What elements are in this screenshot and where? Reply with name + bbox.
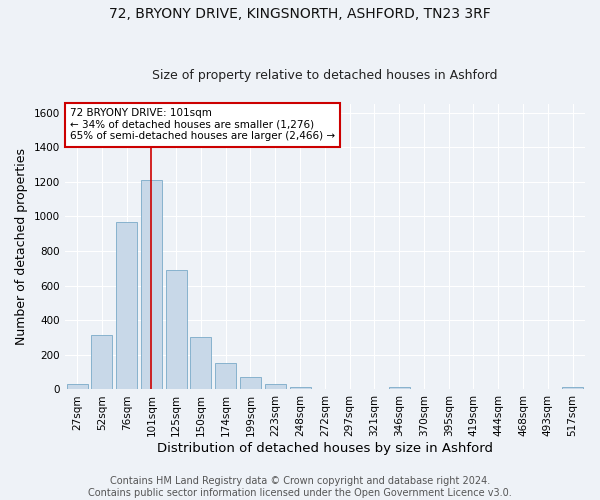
Bar <box>314 388 335 390</box>
Bar <box>389 388 410 390</box>
Bar <box>91 335 112 390</box>
Bar <box>562 388 583 390</box>
X-axis label: Distribution of detached houses by size in Ashford: Distribution of detached houses by size … <box>157 442 493 455</box>
Bar <box>190 336 211 390</box>
Bar <box>215 362 236 390</box>
Bar <box>290 387 311 390</box>
Text: 72 BRYONY DRIVE: 101sqm
← 34% of detached houses are smaller (1,276)
65% of semi: 72 BRYONY DRIVE: 101sqm ← 34% of detache… <box>70 108 335 142</box>
Title: Size of property relative to detached houses in Ashford: Size of property relative to detached ho… <box>152 69 497 82</box>
Y-axis label: Number of detached properties: Number of detached properties <box>15 148 28 345</box>
Bar <box>265 384 286 390</box>
Bar <box>166 270 187 390</box>
Text: 72, BRYONY DRIVE, KINGSNORTH, ASHFORD, TN23 3RF: 72, BRYONY DRIVE, KINGSNORTH, ASHFORD, T… <box>109 8 491 22</box>
Text: Contains HM Land Registry data © Crown copyright and database right 2024.
Contai: Contains HM Land Registry data © Crown c… <box>88 476 512 498</box>
Bar <box>141 180 162 390</box>
Bar <box>67 384 88 390</box>
Bar <box>116 222 137 390</box>
Bar <box>240 378 261 390</box>
